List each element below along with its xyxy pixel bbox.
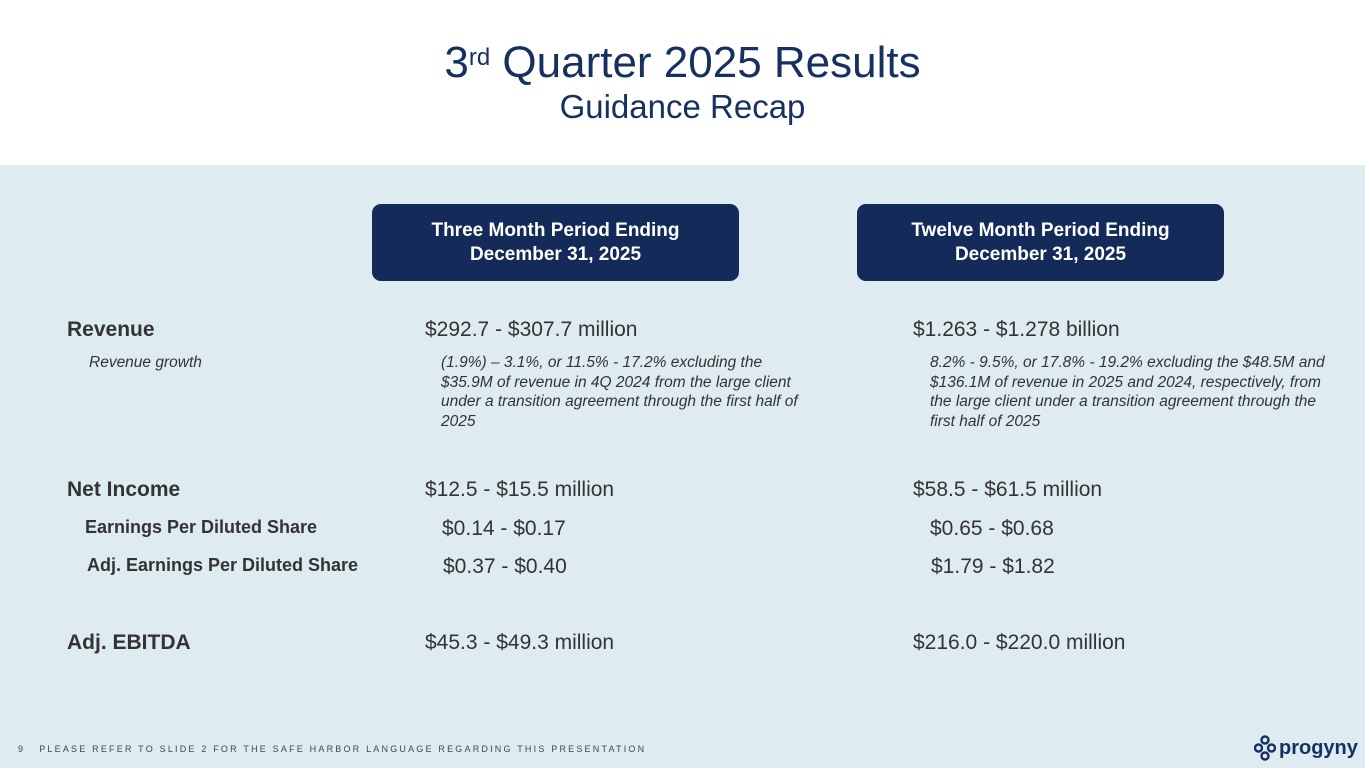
- footer: 9 PLEASE REFER TO SLIDE 2 FOR THE SAFE HA…: [18, 744, 646, 754]
- column-header-line: December 31, 2025: [469, 243, 642, 265]
- adj-ebitda-label: Adj. EBITDA: [67, 631, 191, 654]
- column-header-line: Twelve Month Period Ending: [911, 219, 1170, 241]
- disclaimer: PLEASE REFER TO SLIDE 2 FOR THE SAFE HAR…: [39, 744, 647, 754]
- logo-mark-icon: [1254, 735, 1276, 761]
- title-ordinal: rd: [468, 44, 491, 71]
- slide-subtitle: Guidance Recap: [559, 88, 806, 125]
- revenue-growth-y: 8.2% - 9.5%, or 17.8% - 19.2% excluding …: [930, 354, 1325, 430]
- adj-ebitda-q-value: $45.3 - $49.3 million: [425, 631, 615, 654]
- title-number: 3: [444, 38, 469, 87]
- slide-title: 3rd Quarter 2025 Results: [0, 38, 1365, 88]
- revenue-growth-q: (1.9%) – 3.1%, or 11.5% - 17.2% excludin…: [441, 354, 798, 430]
- column-header-line: December 31, 2025: [954, 243, 1127, 265]
- logo-text: progyny: [1279, 736, 1358, 759]
- column-header-three-month: Three Month Period Ending December 31, 20…: [372, 204, 739, 281]
- revenue-growth-label: Revenue growth: [89, 354, 202, 371]
- eps-y-value: $0.65 - $0.68: [930, 517, 1054, 540]
- revenue-q-value: $292.7 - $307.7 million: [425, 318, 638, 341]
- revenue-label: Revenue: [67, 318, 155, 341]
- revenue-y-value: $1.263 - $1.278 billion: [913, 318, 1120, 341]
- net-income-y-value: $58.5 - $61.5 million: [913, 478, 1103, 501]
- column-header-twelve-month: Twelve Month Period Ending December 31, 2…: [857, 204, 1224, 281]
- progyny-logo: progyny: [1254, 735, 1358, 761]
- adj-ebitda-y-value: $216.0 - $220.0 million: [913, 631, 1126, 654]
- net-income-q-value: $12.5 - $15.5 million: [425, 478, 615, 501]
- adj-eps-y-value: $1.79 - $1.82: [931, 555, 1055, 578]
- column-header-line: Three Month Period Ending: [431, 219, 680, 241]
- slide-header: 3rd Quarter 2025 Results Guidance Recap: [0, 0, 1365, 165]
- eps-q-value: $0.14 - $0.17: [442, 517, 566, 540]
- adj-eps-q-value: $0.37 - $0.40: [443, 555, 567, 578]
- net-income-label: Net Income: [67, 478, 181, 501]
- title-text: Quarter 2025 Results: [490, 38, 921, 87]
- page-number: 9: [18, 744, 26, 754]
- eps-label: Earnings Per Diluted Share: [85, 517, 318, 537]
- adj-eps-label: Adj. Earnings Per Diluted Share: [87, 555, 359, 575]
